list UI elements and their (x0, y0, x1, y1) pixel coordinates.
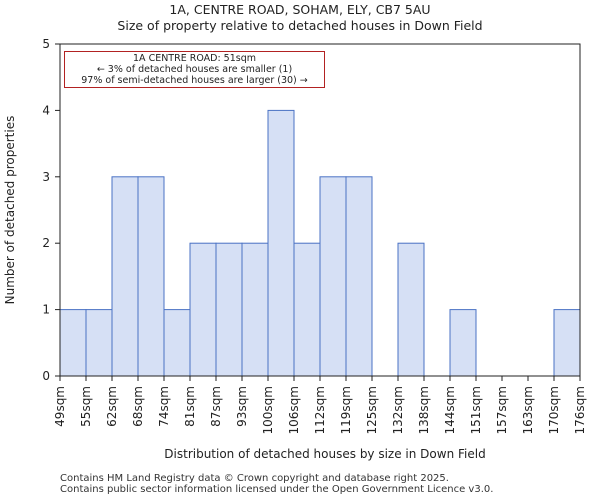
y-tick-label: 5 (42, 37, 50, 51)
x-tick-label: 112sqm (313, 386, 327, 434)
y-tick-label: 4 (42, 103, 50, 117)
x-tick-label: 151sqm (469, 386, 483, 434)
x-tick-label: 119sqm (339, 386, 353, 434)
bar (449, 309, 477, 377)
annotation-box: 1A CENTRE ROAD: 51sqm ← 3% of detached h… (64, 51, 325, 88)
bar (345, 176, 373, 377)
x-tick-label: 132sqm (391, 386, 405, 434)
x-tick-label: 106sqm (287, 386, 301, 434)
bar (59, 309, 87, 377)
axes-group: 0 1 2 3 4 5 49sqm 55sqm 62sqm 68sqm 74sqm 81sqm 87sq… (42, 37, 587, 434)
bar (111, 176, 139, 377)
x-axis-label: Distribution of detached houses by size … (164, 447, 485, 461)
bar (553, 309, 581, 377)
bar (267, 109, 295, 377)
x-tick-label: 125sqm (365, 386, 379, 434)
y-tick-label: 1 (42, 303, 50, 317)
bar (293, 242, 321, 377)
y-tick-label: 0 (42, 369, 50, 383)
x-tick-label: 100sqm (261, 386, 275, 434)
bar (163, 309, 191, 377)
x-tick-label: 138sqm (417, 386, 431, 434)
x-tick-label: 55sqm (79, 386, 93, 427)
bar (85, 309, 113, 377)
bar (241, 242, 269, 377)
x-tick-label: 87sqm (209, 386, 223, 427)
x-tick-label: 68sqm (131, 386, 145, 427)
x-tick-label: 176sqm (573, 386, 587, 434)
x-tick-label: 74sqm (157, 386, 171, 427)
y-axis-label: Number of detached properties (3, 116, 17, 305)
footer-line1: Contains HM Land Registry data © Crown c… (60, 473, 449, 484)
annotation-line2: ← 3% of detached houses are smaller (1) (96, 64, 293, 75)
x-tick-label: 144sqm (443, 386, 457, 434)
bar (189, 242, 217, 377)
x-tick-label: 170sqm (547, 386, 561, 434)
chart-title-line2: Size of property relative to detached ho… (117, 18, 483, 33)
chart-title-line1: 1A, CENTRE ROAD, SOHAM, ELY, CB7 5AU (169, 2, 431, 17)
x-tick-label: 81sqm (183, 386, 197, 427)
x-tick-label: 93sqm (235, 386, 249, 427)
bar (215, 242, 243, 377)
x-tick-label: 163sqm (521, 386, 535, 434)
y-tick-label: 3 (42, 170, 50, 184)
footer-line2: Contains public sector information licen… (60, 484, 494, 495)
x-tick-label: 157sqm (495, 386, 509, 434)
bars-group (59, 109, 581, 377)
bar (397, 242, 425, 377)
x-tick-label: 49sqm (53, 386, 67, 427)
annotation-line1: 1A CENTRE ROAD: 51sqm (133, 53, 256, 64)
y-tick-label: 2 (42, 236, 50, 250)
bar (137, 176, 165, 377)
bar (319, 176, 347, 377)
annotation-line3: 97% of semi-detached houses are larger (… (81, 75, 308, 86)
x-tick-label: 62sqm (105, 386, 119, 427)
